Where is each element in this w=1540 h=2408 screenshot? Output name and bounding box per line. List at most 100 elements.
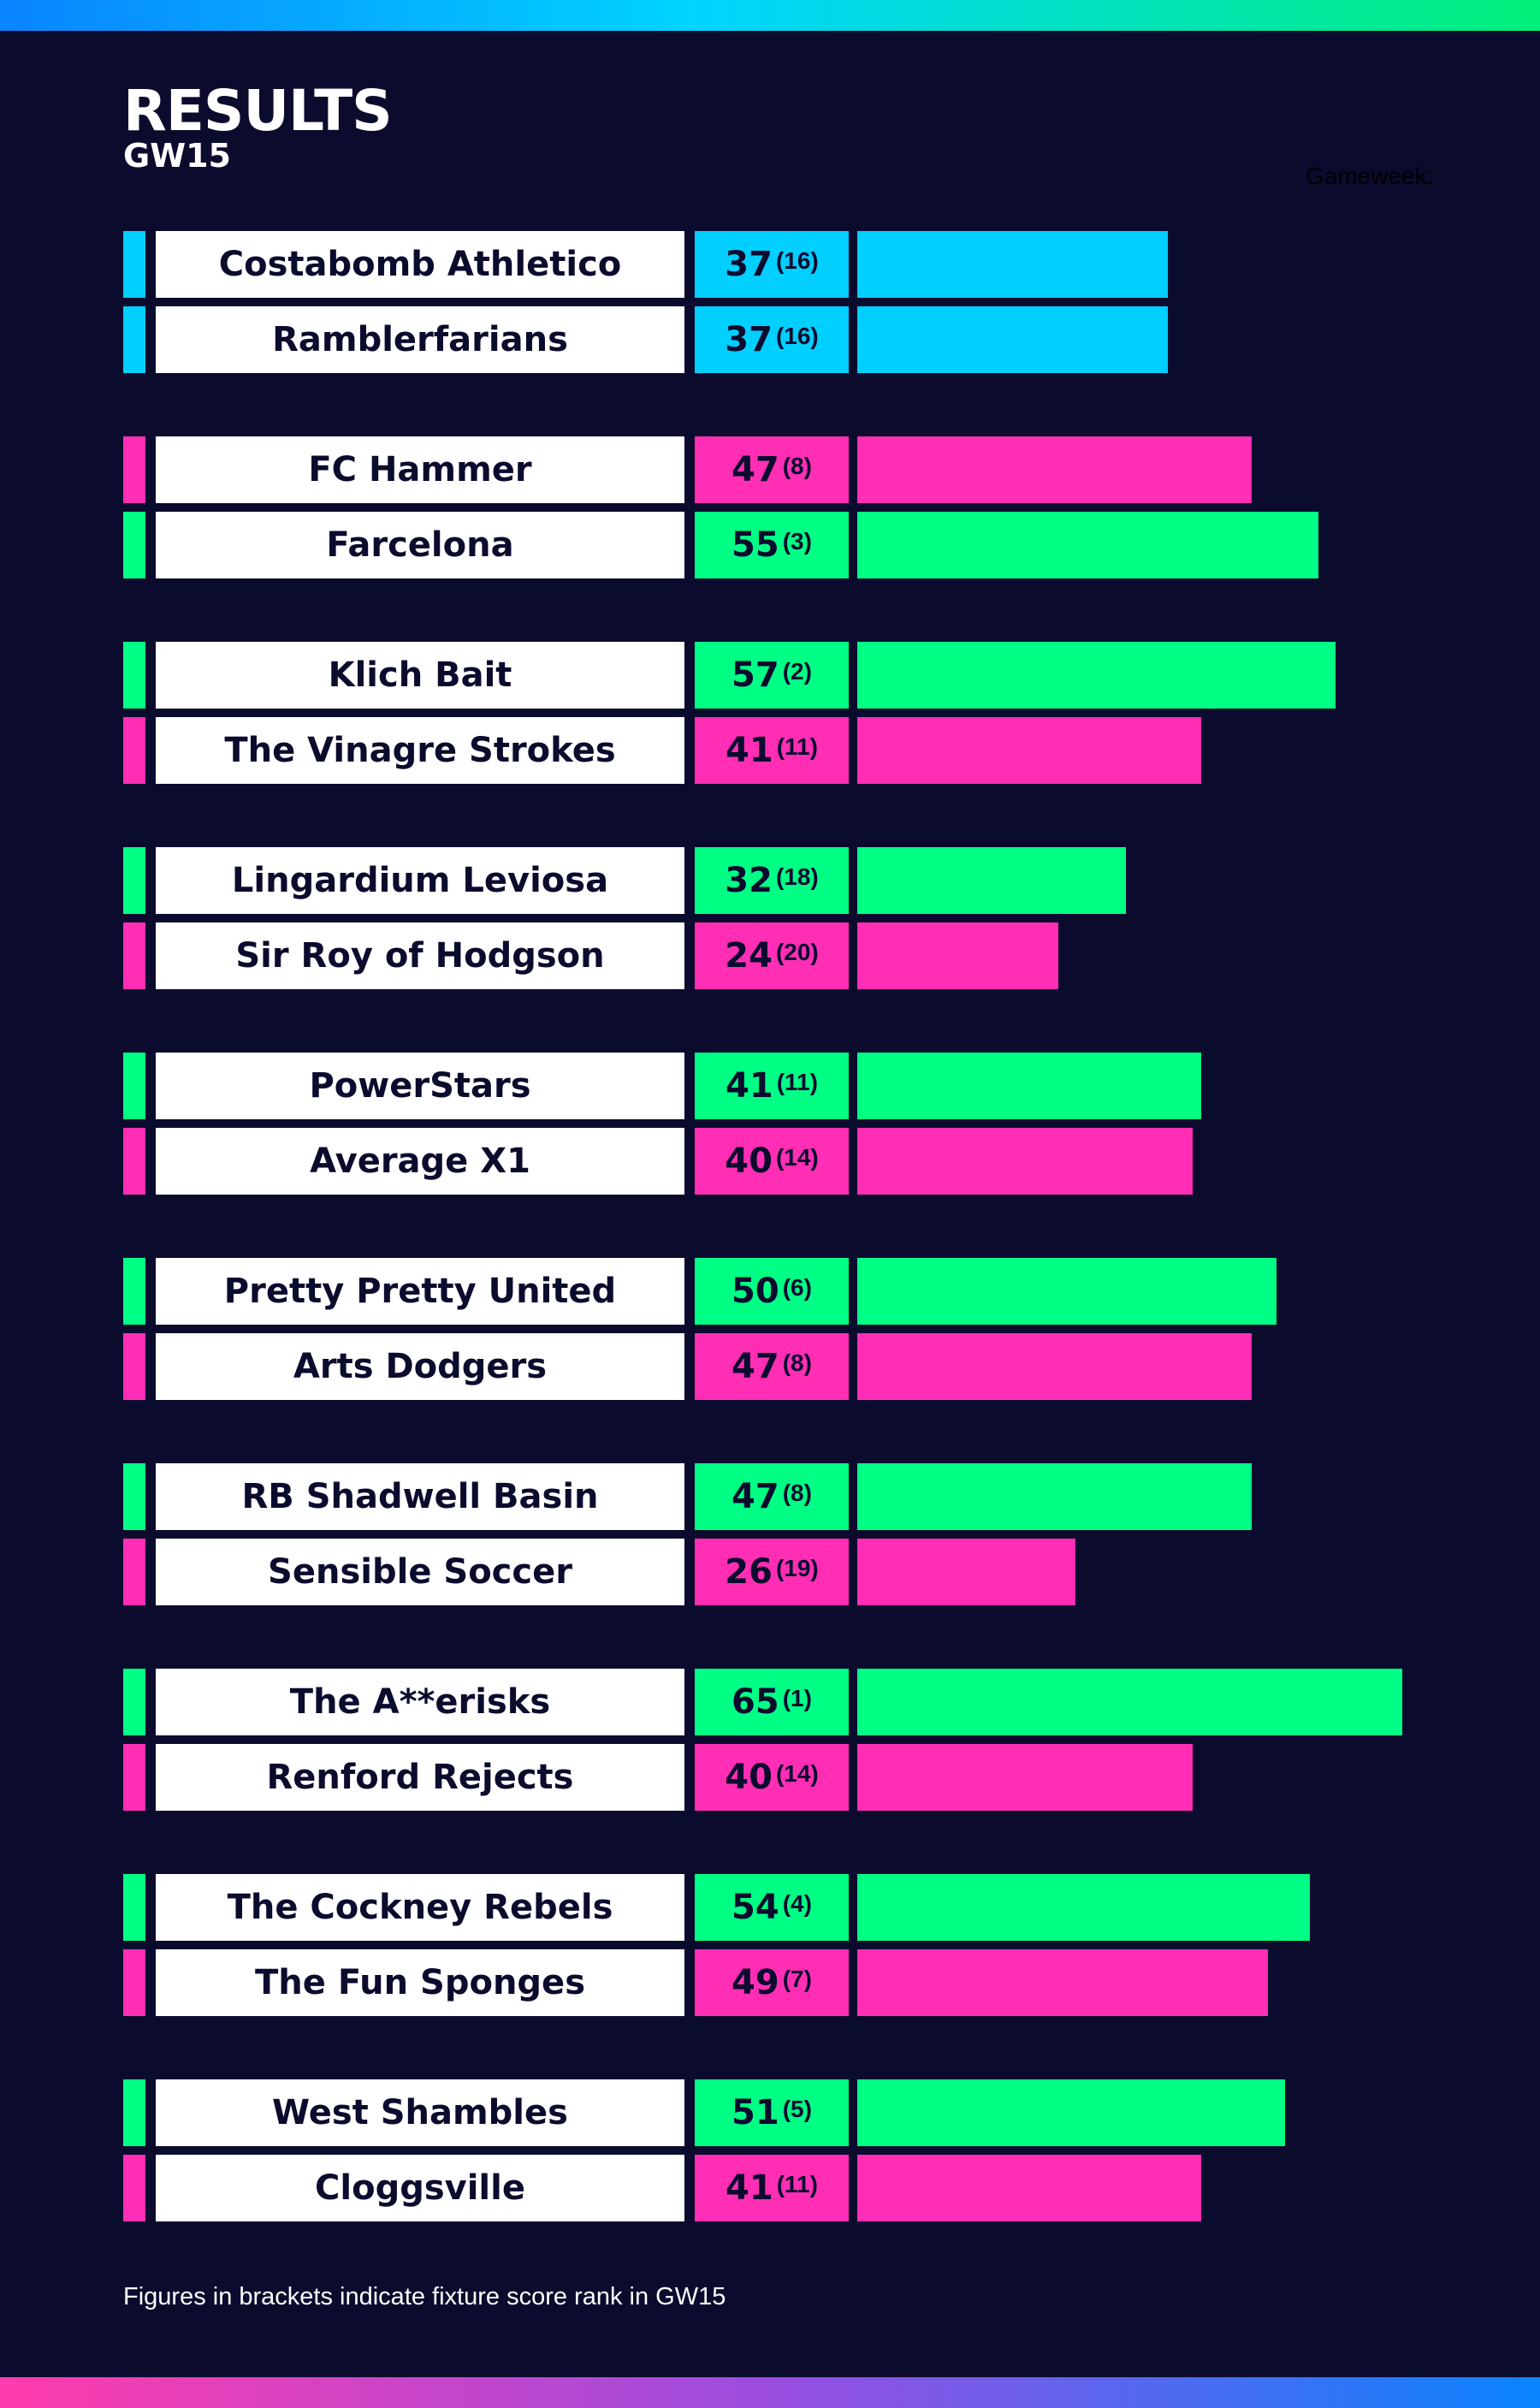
team-name: Average X1	[156, 1128, 684, 1195]
team-row: Arts Dodgers 47 (8)	[0, 1333, 1540, 1400]
score-value: 50	[732, 1272, 779, 1311]
score-value: 65	[732, 1682, 779, 1722]
score-rank: (11)	[776, 733, 818, 760]
score-value: 37	[725, 245, 773, 284]
score-value: 24	[725, 936, 773, 976]
outcome-marker	[123, 306, 145, 373]
score-box: 37 (16)	[695, 306, 849, 373]
team-name: Renford Rejects	[156, 1744, 684, 1811]
team-row: Sir Roy of Hodgson 24 (20)	[0, 922, 1540, 989]
score-value: 51	[732, 2093, 779, 2132]
score-bar	[857, 717, 1201, 784]
score-value: 32	[725, 861, 773, 900]
outcome-marker	[123, 1258, 145, 1325]
team-row: Farcelona 55 (3)	[0, 512, 1540, 578]
team-row: Cloggsville 41 (11)	[0, 2155, 1540, 2221]
score-value: 47	[732, 1347, 779, 1386]
score-bar	[857, 1333, 1252, 1400]
outcome-marker	[123, 231, 145, 298]
score-value: 41	[726, 2168, 773, 2208]
outcome-marker	[123, 1874, 145, 1941]
score-box: 47 (8)	[695, 1333, 849, 1400]
score-bar	[857, 1463, 1252, 1530]
score-rank: (16)	[775, 247, 819, 274]
score-bar	[857, 2155, 1201, 2221]
score-rank: (5)	[782, 2096, 812, 2122]
team-name: Sir Roy of Hodgson	[156, 922, 684, 989]
score-rank: (14)	[775, 1144, 819, 1171]
score-rank: (11)	[776, 1069, 818, 1095]
team-row: West Shambles 51 (5)	[0, 2079, 1540, 2146]
score-box: 26 (19)	[695, 1539, 849, 1605]
score-bar	[857, 847, 1126, 914]
team-name: PowerStars	[156, 1053, 684, 1119]
score-bar	[857, 1874, 1310, 1941]
team-name: The Cockney Rebels	[156, 1874, 684, 1941]
score-rank: (11)	[776, 2171, 818, 2197]
score-bar	[857, 436, 1252, 503]
score-value: 26	[725, 1552, 773, 1592]
outcome-marker	[123, 847, 145, 914]
team-row: Costabomb Athletico 37 (16)	[0, 231, 1540, 298]
outcome-marker	[123, 1744, 145, 1811]
score-box: 40 (14)	[695, 1744, 849, 1811]
team-name: Farcelona	[156, 512, 684, 578]
outcome-marker	[123, 1463, 145, 1530]
score-value: 40	[725, 1758, 773, 1797]
team-name: Klich Bait	[156, 642, 684, 709]
outcome-marker	[123, 717, 145, 784]
score-bar	[857, 1053, 1201, 1119]
score-value: 40	[725, 1142, 773, 1181]
outcome-marker	[123, 1539, 145, 1605]
score-box: 24 (20)	[695, 922, 849, 989]
score-value: 41	[726, 1066, 773, 1106]
score-box: 57 (2)	[695, 642, 849, 709]
team-row: RB Shadwell Basin 47 (8)	[0, 1463, 1540, 1530]
score-bar	[857, 1669, 1402, 1735]
score-value: 54	[732, 1888, 779, 1927]
score-box: 49 (7)	[695, 1949, 849, 2016]
team-name: Costabomb Athletico	[156, 231, 684, 298]
team-row: PowerStars 41 (11)	[0, 1053, 1540, 1119]
team-row: FC Hammer 47 (8)	[0, 436, 1540, 503]
team-name: Ramblerfarians	[156, 306, 684, 373]
score-rank: (1)	[782, 1685, 812, 1711]
outcome-marker	[123, 436, 145, 503]
team-row: Ramblerfarians 37 (16)	[0, 306, 1540, 373]
team-row: Sensible Soccer 26 (19)	[0, 1539, 1540, 1605]
score-rank: (8)	[782, 1480, 812, 1506]
score-rank: (18)	[775, 863, 819, 890]
score-box: 50 (6)	[695, 1258, 849, 1325]
score-bar	[857, 1949, 1268, 2016]
team-row: Pretty Pretty United 50 (6)	[0, 1258, 1540, 1325]
score-rank: (8)	[782, 1349, 812, 1376]
outcome-marker	[123, 642, 145, 709]
team-name: Lingardium Leviosa	[156, 847, 684, 914]
team-row: Renford Rejects 40 (14)	[0, 1744, 1540, 1811]
gameweek-selector-label[interactable]: Gameweek:	[1306, 163, 1434, 189]
outcome-marker	[123, 1053, 145, 1119]
score-bar	[857, 1744, 1193, 1811]
score-bar	[857, 231, 1168, 298]
team-name: FC Hammer	[156, 436, 684, 503]
score-bar	[857, 512, 1318, 578]
outcome-marker	[123, 2079, 145, 2146]
score-box: 37 (16)	[695, 231, 849, 298]
score-box: 32 (18)	[695, 847, 849, 914]
score-value: 55	[732, 525, 779, 565]
score-box: 40 (14)	[695, 1128, 849, 1195]
score-rank: (14)	[775, 1760, 819, 1787]
team-name: Pretty Pretty United	[156, 1258, 684, 1325]
team-name: Sensible Soccer	[156, 1539, 684, 1605]
score-bar	[857, 642, 1336, 709]
team-name: West Shambles	[156, 2079, 684, 2146]
outcome-marker	[123, 1333, 145, 1400]
team-name: The Vinagre Strokes	[156, 717, 684, 784]
team-name: Cloggsville	[156, 2155, 684, 2221]
outcome-marker	[123, 1949, 145, 2016]
score-bar	[857, 1258, 1276, 1325]
outcome-marker	[123, 512, 145, 578]
outcome-marker	[123, 1669, 145, 1735]
score-box: 65 (1)	[695, 1669, 849, 1735]
score-rank: (6)	[782, 1274, 812, 1301]
